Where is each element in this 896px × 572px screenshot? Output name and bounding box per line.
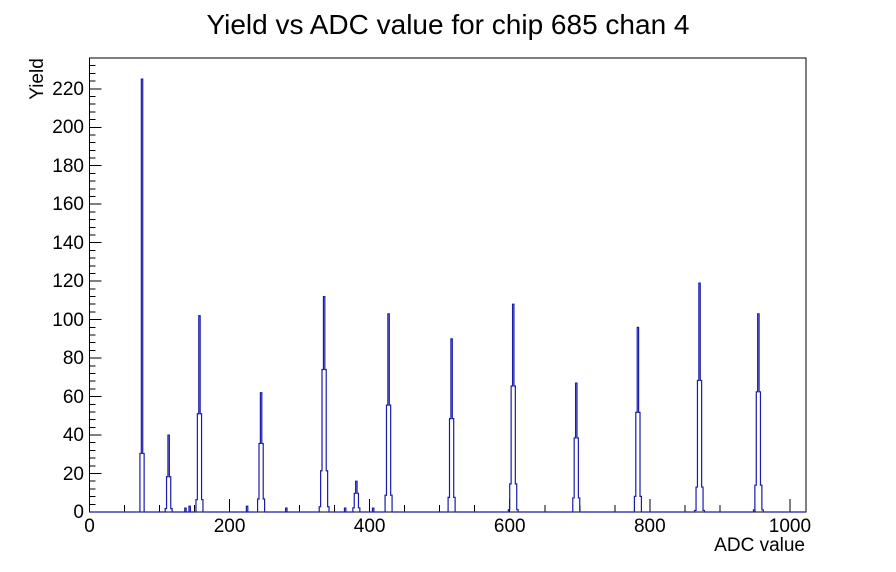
x-axis-title: ADC value — [714, 535, 805, 556]
y-tick-label: 160 — [52, 194, 84, 216]
y-tick-label: 0 — [73, 502, 84, 523]
y-tick-label: 40 — [62, 425, 84, 447]
y-tick-label: 100 — [52, 309, 84, 331]
y-tick-label: 220 — [52, 78, 84, 100]
x-tick-label: 400 — [353, 516, 386, 537]
chart-title: Yield vs ADC value for chip 685 chan 4 — [206, 9, 690, 40]
y-tick-label: 80 — [62, 348, 84, 370]
y-tick-label: 120 — [52, 271, 84, 293]
histogram-line — [89, 78, 806, 513]
y-tick-label: 180 — [52, 155, 84, 177]
x-tick-label: 1000 — [768, 516, 812, 537]
y-tick-label: 140 — [52, 232, 84, 254]
x-tick-label: 800 — [633, 516, 666, 537]
x-tick-label: 600 — [493, 516, 526, 537]
x-tick-label: 0 — [84, 516, 95, 537]
x-tick-label: 200 — [213, 516, 246, 537]
y-tick-label: 20 — [62, 463, 84, 485]
y-tick-label: 200 — [52, 117, 84, 139]
y-tick-label: 60 — [62, 386, 84, 408]
